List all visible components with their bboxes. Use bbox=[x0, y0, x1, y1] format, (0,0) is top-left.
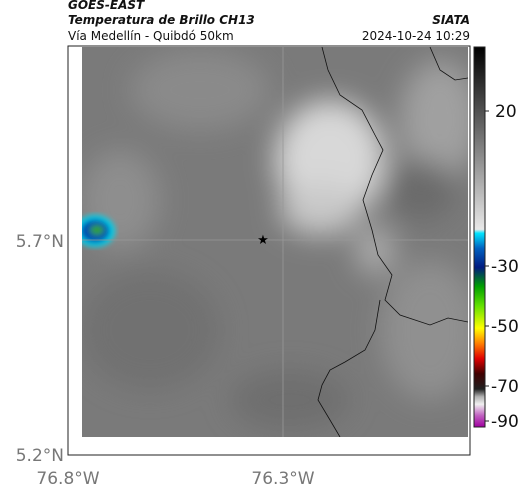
colorbar-tick-label: -30 bbox=[491, 257, 519, 277]
x-tick-label: 76.3°W bbox=[251, 469, 314, 489]
source-name: GOES-EAST bbox=[68, 0, 145, 12]
colorbar-tick-label: -50 bbox=[491, 317, 519, 337]
x-tick-label: 76.8°W bbox=[36, 469, 99, 489]
svg-text:★: ★ bbox=[257, 233, 269, 248]
colorbar: 20 -30 -50 -70 -90 bbox=[473, 46, 519, 432]
axis-labels: 5.7°N 5.2°N 76.8°W 76.3°W bbox=[16, 232, 315, 489]
datetime: 2024-10-24 10:29 bbox=[362, 29, 470, 43]
colorbar-tick-label: 20 bbox=[495, 102, 517, 122]
satellite-image: ★ bbox=[82, 47, 468, 437]
product-title: Temperatura de Brillo CH13 bbox=[68, 13, 255, 27]
colorbar-tick-label: -90 bbox=[491, 412, 519, 432]
agency: SIATA bbox=[432, 13, 470, 27]
region: Vía Medellín - Quibdó 50km bbox=[68, 29, 234, 43]
y-tick-label: 5.2°N bbox=[16, 446, 64, 466]
y-tick-label: 5.7°N bbox=[16, 232, 64, 252]
colorbar-tick-label: -70 bbox=[491, 377, 519, 397]
